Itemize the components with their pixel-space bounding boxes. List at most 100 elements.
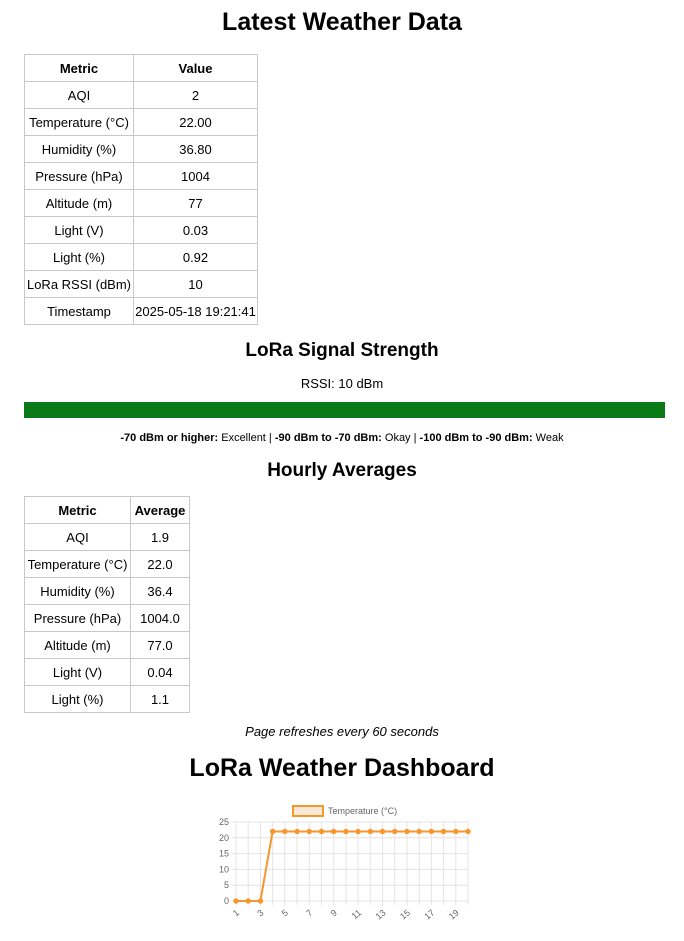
metric-cell: Light (%)	[24, 685, 131, 713]
legend-separator: |	[410, 432, 420, 444]
metric-cell: AQI	[24, 523, 131, 551]
data-point	[355, 828, 361, 835]
x-tick-label: 3	[255, 907, 265, 918]
x-tick-label: 1	[231, 907, 241, 918]
metric-cell: Timestamp	[24, 297, 134, 325]
value-cell: 77	[133, 189, 258, 217]
y-tick-label: 15	[219, 849, 229, 859]
table-row: Humidity (%) 36.4	[24, 577, 190, 605]
data-point	[379, 828, 386, 835]
data-point	[428, 828, 435, 835]
table-row: AQI 2	[24, 81, 258, 109]
value-cell: 0.92	[133, 243, 258, 271]
x-tick-label: 11	[350, 907, 364, 921]
table-header-row: Metric Value	[24, 54, 258, 82]
table-row: Timestamp 2025-05-18 19:21:41	[24, 297, 258, 325]
data-point	[306, 828, 312, 835]
table-row: Humidity (%) 36.80	[24, 135, 258, 163]
y-tick-label: 5	[224, 880, 229, 890]
value-cell: 1.9	[130, 523, 190, 551]
value-cell: 0.04	[130, 658, 190, 686]
metric-cell: Pressure (hPa)	[24, 604, 131, 632]
metric-cell: Light (%)	[24, 243, 134, 271]
table-row: Light (%) 1.1	[24, 685, 190, 713]
value-cell: 0.03	[133, 216, 258, 244]
refresh-note: Page refreshes every 60 seconds	[245, 724, 439, 739]
table-row: Altitude (m) 77	[24, 189, 258, 217]
y-tick-label: 25	[219, 817, 229, 827]
legend-label: Temperature (°C)	[328, 806, 397, 816]
metric-cell: Humidity (%)	[24, 135, 134, 163]
latest-weather-table: Metric Value AQI 2 Temperature (°C) 22.00 Hum…	[24, 54, 258, 325]
x-tick-label: 9	[329, 907, 339, 918]
x-tick-label: 7	[304, 907, 314, 918]
data-point	[453, 828, 459, 835]
data-point	[269, 828, 276, 835]
value-cell: 77.0	[130, 631, 190, 659]
value-cell: 1004.0	[130, 604, 190, 632]
rssi-readout: RSSI: 10 dBm	[300, 376, 384, 391]
metric-cell: Temperature (°C)	[24, 550, 131, 578]
x-tick-label: 5	[280, 907, 290, 918]
metric-cell: Altitude (m)	[24, 631, 131, 659]
table-header-row: Metric Average	[24, 496, 190, 524]
table-row: Temperature (°C) 22.0	[24, 550, 190, 578]
x-tick-label: 17	[422, 907, 436, 921]
data-point	[245, 898, 251, 904]
legend-label: Weak	[532, 432, 564, 444]
value-cell: 22.0	[130, 550, 190, 578]
legend-label: Excellent	[218, 432, 266, 444]
value-cell: 1.1	[130, 685, 190, 713]
y-tick-label: 0	[224, 896, 229, 906]
legend-label: Okay	[381, 432, 411, 444]
hourly-averages-title: Hourly Averages	[267, 460, 417, 481]
metric-cell: LoRa RSSI (dBm)	[24, 270, 134, 298]
metric-cell: Light (V)	[24, 216, 134, 244]
signal-strength-fill	[24, 402, 665, 418]
value-cell: 2	[133, 81, 258, 109]
metric-cell: Pressure (hPa)	[24, 162, 134, 190]
table-row: Light (V) 0.03	[24, 216, 258, 244]
column-header: Value	[133, 54, 258, 82]
signal-strength-title: LoRa Signal Strength	[245, 340, 439, 361]
latest-weather-title: Latest Weather Data	[222, 8, 462, 36]
dashboard-title: LoRa Weather Dashboard	[189, 754, 495, 782]
legend-swatch	[292, 805, 324, 817]
table-row: AQI 1.9	[24, 523, 190, 551]
x-tick-label: 15	[398, 907, 412, 921]
column-header: Average	[130, 496, 190, 524]
x-tick-label: 19	[447, 907, 461, 921]
data-point	[416, 828, 422, 835]
value-cell: 10	[133, 270, 258, 298]
value-cell: 1004	[133, 162, 258, 190]
data-point	[257, 898, 264, 904]
column-header: Metric	[24, 496, 131, 524]
metric-cell: Temperature (°C)	[24, 108, 134, 136]
table-row: Light (%) 0.92	[24, 243, 258, 271]
value-cell: 36.4	[130, 577, 190, 605]
y-tick-label: 20	[219, 833, 229, 843]
data-point	[440, 828, 447, 835]
metric-cell: Altitude (m)	[24, 189, 134, 217]
signal-legend: -70 dBm or higher: Excellent | -90 dBm t…	[0, 432, 684, 444]
data-point	[294, 828, 300, 835]
y-tick-label: 10	[219, 864, 229, 874]
data-point	[318, 828, 325, 835]
legend-range: -90 dBm to -70 dBm:	[274, 432, 382, 444]
data-point	[233, 898, 239, 904]
x-tick-label: 13	[374, 907, 388, 921]
data-point	[343, 828, 349, 835]
table-row: Pressure (hPa) 1004.0	[24, 604, 190, 632]
data-point	[367, 828, 374, 835]
column-header: Metric	[24, 54, 134, 82]
table-row: LoRa RSSI (dBm) 10	[24, 270, 258, 298]
legend-separator: |	[265, 432, 275, 444]
table-row: Temperature (°C) 22.00	[24, 108, 258, 136]
data-point	[404, 828, 410, 835]
series-line	[236, 830, 468, 902]
table-row: Altitude (m) 77.0	[24, 631, 190, 659]
table-row: Pressure (hPa) 1004	[24, 162, 258, 190]
data-point	[392, 828, 398, 835]
hourly-averages-table: Metric Average AQI 1.9 Temperature (°C) 22.0…	[24, 496, 190, 713]
data-point	[330, 828, 337, 835]
